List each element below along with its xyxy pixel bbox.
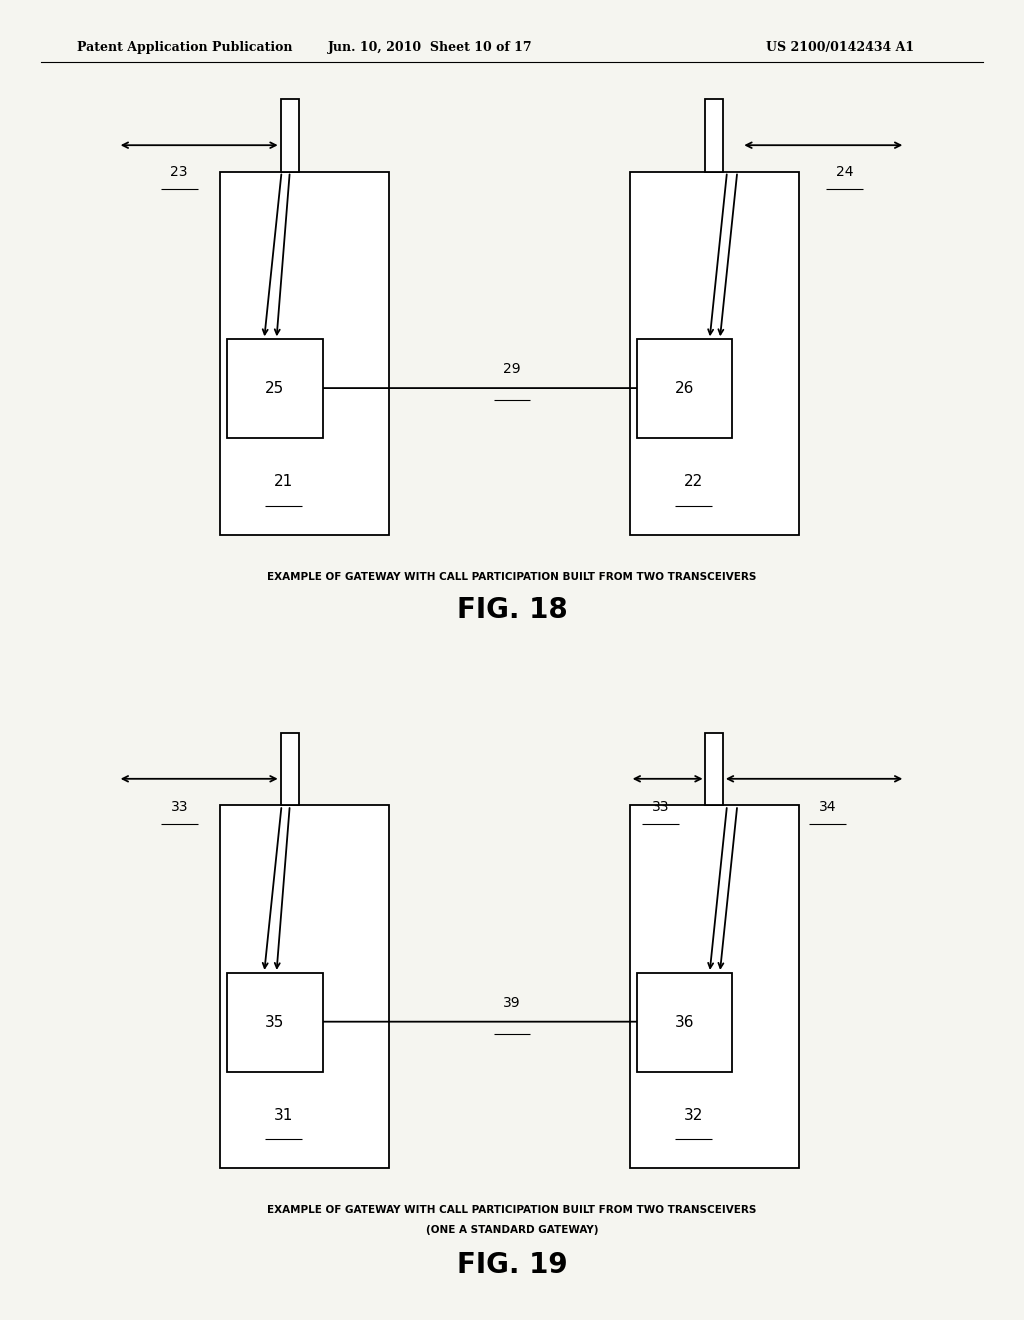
Text: 26: 26 <box>675 381 694 396</box>
Text: 34: 34 <box>818 800 837 814</box>
Text: US 2100/0142434 A1: US 2100/0142434 A1 <box>766 41 913 54</box>
Text: 33: 33 <box>651 800 670 814</box>
Text: 36: 36 <box>675 1015 694 1030</box>
Text: 22: 22 <box>684 474 702 490</box>
Bar <box>281 733 299 805</box>
Bar <box>227 973 323 1072</box>
Text: 21: 21 <box>274 474 293 490</box>
Bar <box>227 339 323 438</box>
Bar <box>630 805 799 1168</box>
Bar <box>220 805 389 1168</box>
Text: EXAMPLE OF GATEWAY WITH CALL PARTICIPATION BUILT FROM TWO TRANSCEIVERS: EXAMPLE OF GATEWAY WITH CALL PARTICIPATI… <box>267 572 757 582</box>
Text: EXAMPLE OF GATEWAY WITH CALL PARTICIPATION BUILT FROM TWO TRANSCEIVERS: EXAMPLE OF GATEWAY WITH CALL PARTICIPATI… <box>267 1205 757 1216</box>
Bar <box>637 339 732 438</box>
Text: 25: 25 <box>265 381 285 396</box>
Text: FIG. 19: FIG. 19 <box>457 1250 567 1279</box>
Text: 24: 24 <box>836 165 854 180</box>
Bar <box>220 172 389 535</box>
Text: FIG. 18: FIG. 18 <box>457 595 567 624</box>
Text: 31: 31 <box>274 1107 293 1123</box>
Text: 32: 32 <box>684 1107 702 1123</box>
Text: 35: 35 <box>265 1015 285 1030</box>
Text: 39: 39 <box>503 995 521 1010</box>
Text: 23: 23 <box>170 165 188 180</box>
Bar <box>705 733 723 805</box>
Text: 33: 33 <box>170 800 188 814</box>
Text: Patent Application Publication: Patent Application Publication <box>77 41 292 54</box>
Text: 29: 29 <box>503 362 521 376</box>
Bar <box>705 99 723 172</box>
Text: (ONE A STANDARD GATEWAY): (ONE A STANDARD GATEWAY) <box>426 1225 598 1236</box>
Bar <box>637 973 732 1072</box>
Bar <box>630 172 799 535</box>
Bar <box>281 99 299 172</box>
Text: Jun. 10, 2010  Sheet 10 of 17: Jun. 10, 2010 Sheet 10 of 17 <box>328 41 532 54</box>
